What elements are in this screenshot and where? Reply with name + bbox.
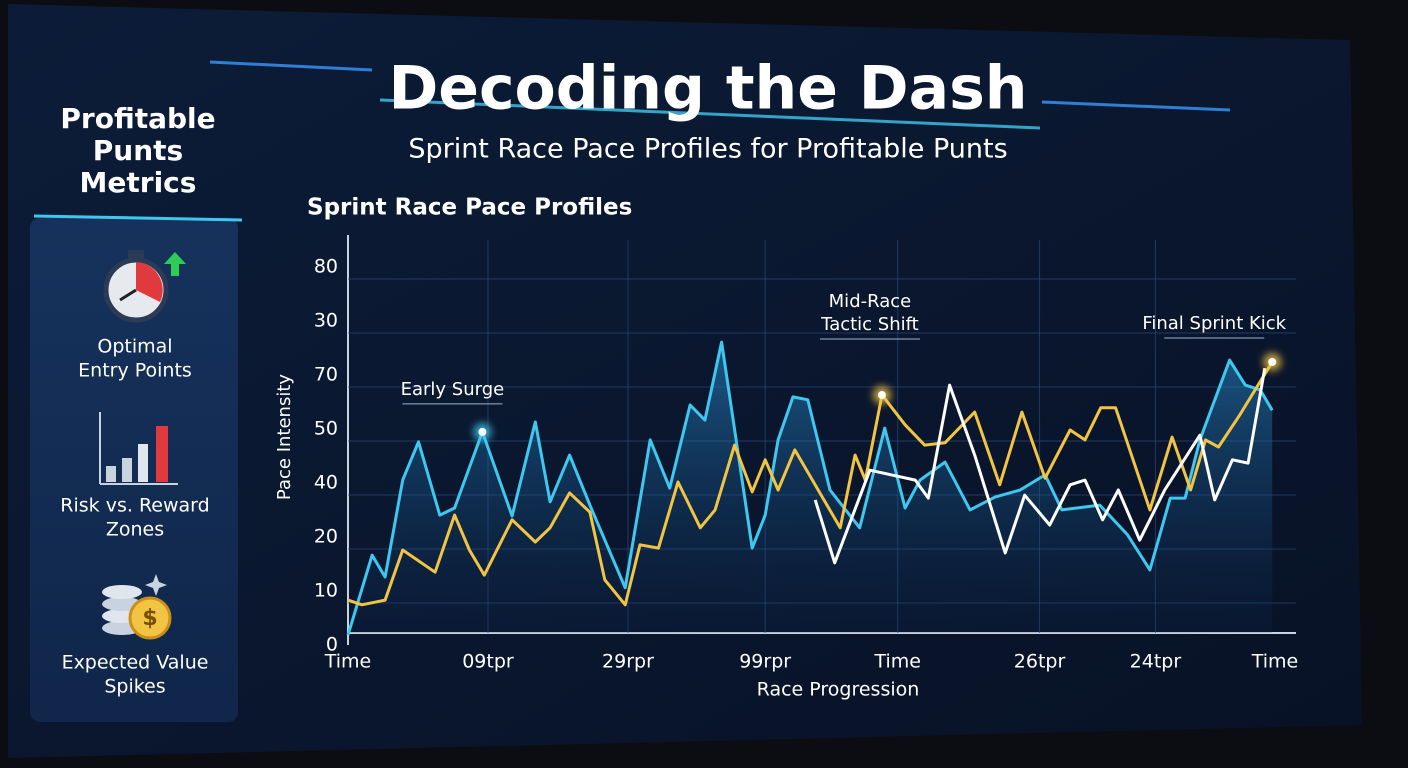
x-tick-label: 29rpr [602,651,654,673]
sidebar-title: Metrics [80,166,197,199]
x-tick-label: 24tpr [1130,651,1182,673]
annotation-label: Tactic Shift [820,314,919,335]
metric-label: Optimal [97,336,172,358]
y-tick-label: 0 [326,634,338,656]
y-axis-label: Pace Intensity [274,374,295,500]
metric-label: Entry Points [78,360,192,382]
y-tick-label: 20 [314,526,338,548]
stopwatch-icon [103,250,186,323]
metric-label: Spikes [104,676,165,698]
annotation-point [1268,357,1277,366]
sidebar-rule [33,214,243,222]
y-tick-label: 10 [314,580,338,602]
x-tick-label: 09tpr [462,651,514,673]
sidebar-title: Profitable [60,102,215,135]
svg-text:$: $ [142,606,157,631]
chart-title: Sprint Race Pace Profiles [307,195,632,221]
annotation-point [478,427,487,436]
header-rule [209,60,373,72]
annotation-point [877,391,886,400]
series-line [347,361,1274,607]
bars-icon [99,412,178,485]
x-axis-label: Race Progression [757,679,920,701]
coins-icon: $ [102,574,172,640]
series-line [813,367,1267,565]
series-line [346,340,1274,636]
metric-label: Risk vs. Reward [60,495,209,517]
y-tick-label: 50 [314,418,338,440]
y-tick-label: 40 [314,472,338,494]
title-underline [379,98,1041,130]
annotation-label: Final Sprint Kick [1142,313,1286,334]
y-tick-label: 80 [314,256,338,278]
annotation-label: Mid-Race [829,291,912,312]
page-subtitle: Sprint Race Pace Profiles for Profitable… [408,134,1007,165]
x-tick-label: Time [873,651,921,673]
y-tick-label: 30 [314,310,338,332]
page-title: Decoding the Dash [388,54,1027,124]
sidebar [30,218,238,722]
x-tick-label: 99rpr [739,651,791,673]
metric-label: Zones [106,519,164,541]
sidebar-title: Punts [93,134,183,167]
x-tick-label: Time [324,651,372,673]
x-tick-label: 26tpr [1014,651,1066,673]
area [348,342,1273,636]
annotation-label: Early Surge [401,379,505,400]
x-tick-label: Time [1251,651,1299,673]
y-tick-label: 70 [314,364,338,386]
header-rule [1041,100,1231,112]
metric-label: Expected Value [62,652,209,674]
